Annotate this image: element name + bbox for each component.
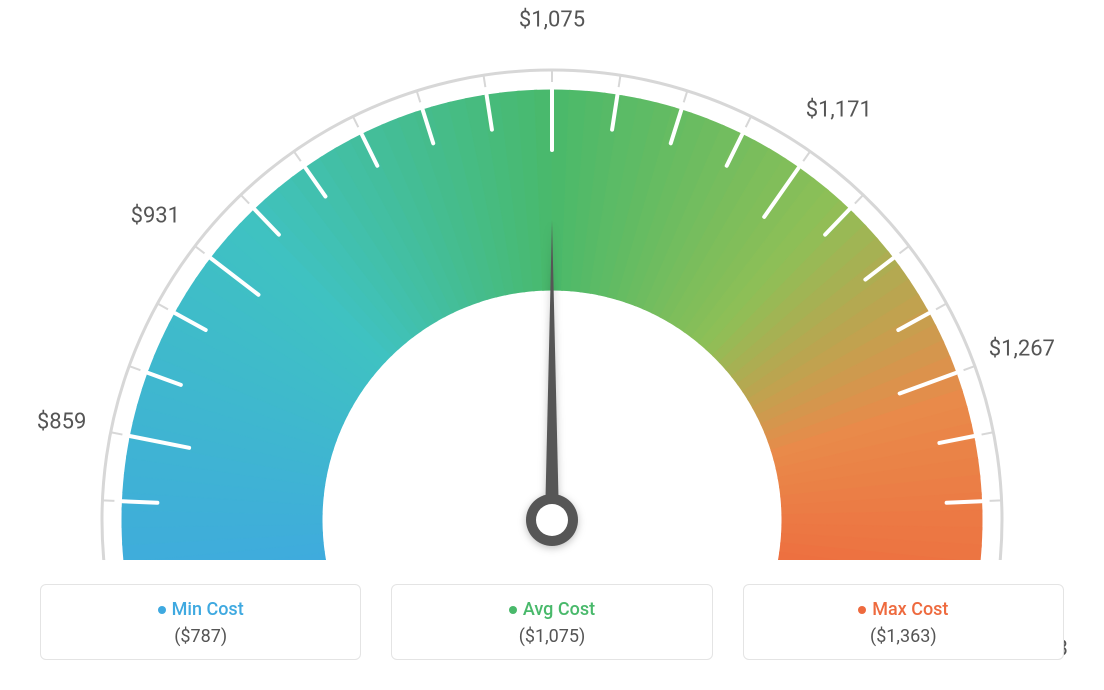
gauge-tick-label: $1,267 xyxy=(989,336,1055,361)
legend-label-avg-text: Avg Cost xyxy=(523,599,595,620)
legend-dot-avg xyxy=(509,606,517,614)
legend-value-avg: ($1,075) xyxy=(392,626,711,647)
legend-label-max-text: Max Cost xyxy=(872,599,948,620)
legend-dot-max xyxy=(858,606,866,614)
gauge-svg xyxy=(0,0,1104,560)
legend-label-min: Min Cost xyxy=(41,599,360,620)
gauge-tick-label: $1,171 xyxy=(806,98,872,123)
legend-label-avg: Avg Cost xyxy=(392,599,711,620)
legend-card-max: Max Cost ($1,363) xyxy=(743,584,1064,660)
legend-value-max: ($1,363) xyxy=(744,626,1063,647)
legend-label-min-text: Min Cost xyxy=(172,599,244,620)
legend-label-max: Max Cost xyxy=(744,599,1063,620)
legend-value-min: ($787) xyxy=(41,626,360,647)
legend-card-avg: Avg Cost ($1,075) xyxy=(391,584,712,660)
gauge-area: $787$859$931$1,075$1,171$1,267$1,363 xyxy=(0,0,1104,560)
legend-row: Min Cost ($787) Avg Cost ($1,075) Max Co… xyxy=(40,584,1064,660)
gauge-tick-label: $859 xyxy=(37,410,86,435)
gauge-tick-label: $931 xyxy=(131,203,180,228)
legend-dot-min xyxy=(158,606,166,614)
legend-card-min: Min Cost ($787) xyxy=(40,584,361,660)
cost-gauge-chart: $787$859$931$1,075$1,171$1,267$1,363 Min… xyxy=(0,0,1104,690)
gauge-tick-label: $1,075 xyxy=(519,8,585,33)
